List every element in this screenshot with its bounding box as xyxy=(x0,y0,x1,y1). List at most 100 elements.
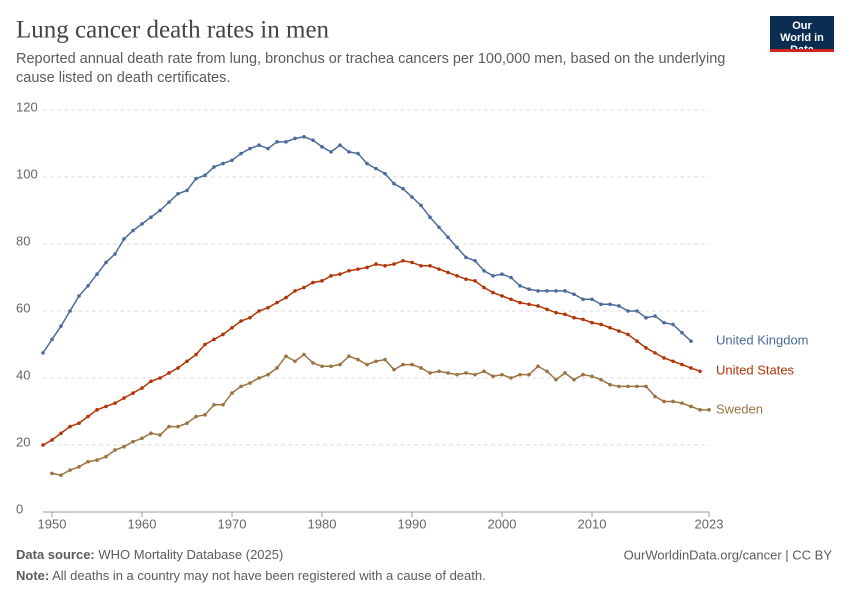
point xyxy=(653,314,657,318)
point xyxy=(104,404,108,409)
point xyxy=(167,371,171,375)
point xyxy=(437,369,441,374)
point xyxy=(608,325,612,330)
point xyxy=(311,361,315,365)
logo-box[interactable] xyxy=(770,16,834,52)
point xyxy=(248,381,252,385)
series-label: Sweden xyxy=(716,401,763,416)
point xyxy=(401,186,405,191)
point xyxy=(581,372,585,377)
subtitle-box: Reported annual death rate from lung, br… xyxy=(16,51,725,86)
point xyxy=(275,300,279,305)
point xyxy=(428,215,432,219)
point xyxy=(347,269,351,273)
point xyxy=(266,372,270,377)
point xyxy=(626,384,630,389)
point xyxy=(581,297,585,302)
point xyxy=(320,145,324,149)
plot: 0 20 40 60 80 100 120 1950 1960 1970 1980 1990 2000 2… xyxy=(16,99,809,531)
point xyxy=(50,337,54,342)
point xyxy=(68,309,72,313)
point xyxy=(572,292,576,297)
point xyxy=(473,279,477,283)
source: WHO Mortality Database (2025) xyxy=(98,547,283,562)
point xyxy=(149,431,153,436)
point xyxy=(419,203,423,208)
point xyxy=(95,458,99,462)
logo[interactable]: Our World in Data xyxy=(780,20,824,49)
point xyxy=(635,309,639,313)
point xyxy=(536,289,540,293)
point xyxy=(194,352,198,357)
point xyxy=(59,473,63,477)
point xyxy=(410,260,414,265)
series-label: United States xyxy=(716,363,795,378)
note: All deaths in a country may not have bee… xyxy=(52,568,486,583)
point xyxy=(599,302,603,307)
source-label: Data source: xyxy=(16,547,95,562)
point xyxy=(401,362,405,367)
point xyxy=(599,377,603,382)
point xyxy=(140,222,144,226)
point xyxy=(203,173,207,178)
point xyxy=(104,260,108,265)
point xyxy=(563,371,567,375)
point xyxy=(428,371,432,375)
point xyxy=(500,294,504,298)
series-line xyxy=(42,136,692,354)
point xyxy=(113,252,117,256)
point xyxy=(329,364,333,369)
point xyxy=(329,150,333,154)
point xyxy=(266,146,270,151)
point xyxy=(590,374,594,379)
point xyxy=(437,225,441,230)
point xyxy=(410,362,414,367)
point xyxy=(284,295,288,300)
point xyxy=(158,376,162,380)
series-label: United Kingdom xyxy=(716,333,809,348)
point xyxy=(203,342,207,347)
point xyxy=(419,366,423,370)
point xyxy=(590,320,594,325)
point xyxy=(410,195,414,199)
point xyxy=(374,359,378,364)
point xyxy=(572,377,576,382)
point xyxy=(167,424,171,429)
point xyxy=(698,408,702,412)
point xyxy=(149,215,153,219)
point xyxy=(392,181,396,186)
point xyxy=(167,200,171,204)
point xyxy=(68,468,72,472)
point xyxy=(455,274,459,278)
point xyxy=(644,384,648,389)
point xyxy=(383,171,387,176)
point xyxy=(455,372,459,377)
x-tick-label: 1980 xyxy=(308,516,337,531)
point xyxy=(383,357,387,362)
point xyxy=(122,237,126,241)
x-tick-label: 2010 xyxy=(578,516,607,531)
x-tick-label: 1970 xyxy=(218,516,247,531)
y-tick-label: 120 xyxy=(16,99,38,114)
point xyxy=(563,289,567,293)
point xyxy=(293,359,297,364)
point xyxy=(59,431,63,436)
point xyxy=(527,287,531,292)
point xyxy=(680,330,684,335)
footer-source: Data source: WHO Mortality Database (202… xyxy=(16,547,283,562)
point xyxy=(608,382,612,387)
point xyxy=(608,302,612,307)
footer-url[interactable]: OurWorldinData.org/cancer | CC BY xyxy=(624,547,833,562)
point xyxy=(41,351,45,355)
point xyxy=(356,357,360,362)
point xyxy=(347,150,351,154)
point xyxy=(581,317,585,322)
point xyxy=(248,146,252,151)
point xyxy=(518,300,522,305)
point xyxy=(644,315,648,320)
point xyxy=(617,384,621,389)
point xyxy=(41,443,45,447)
logo-stripe xyxy=(770,49,834,52)
point xyxy=(320,279,324,283)
